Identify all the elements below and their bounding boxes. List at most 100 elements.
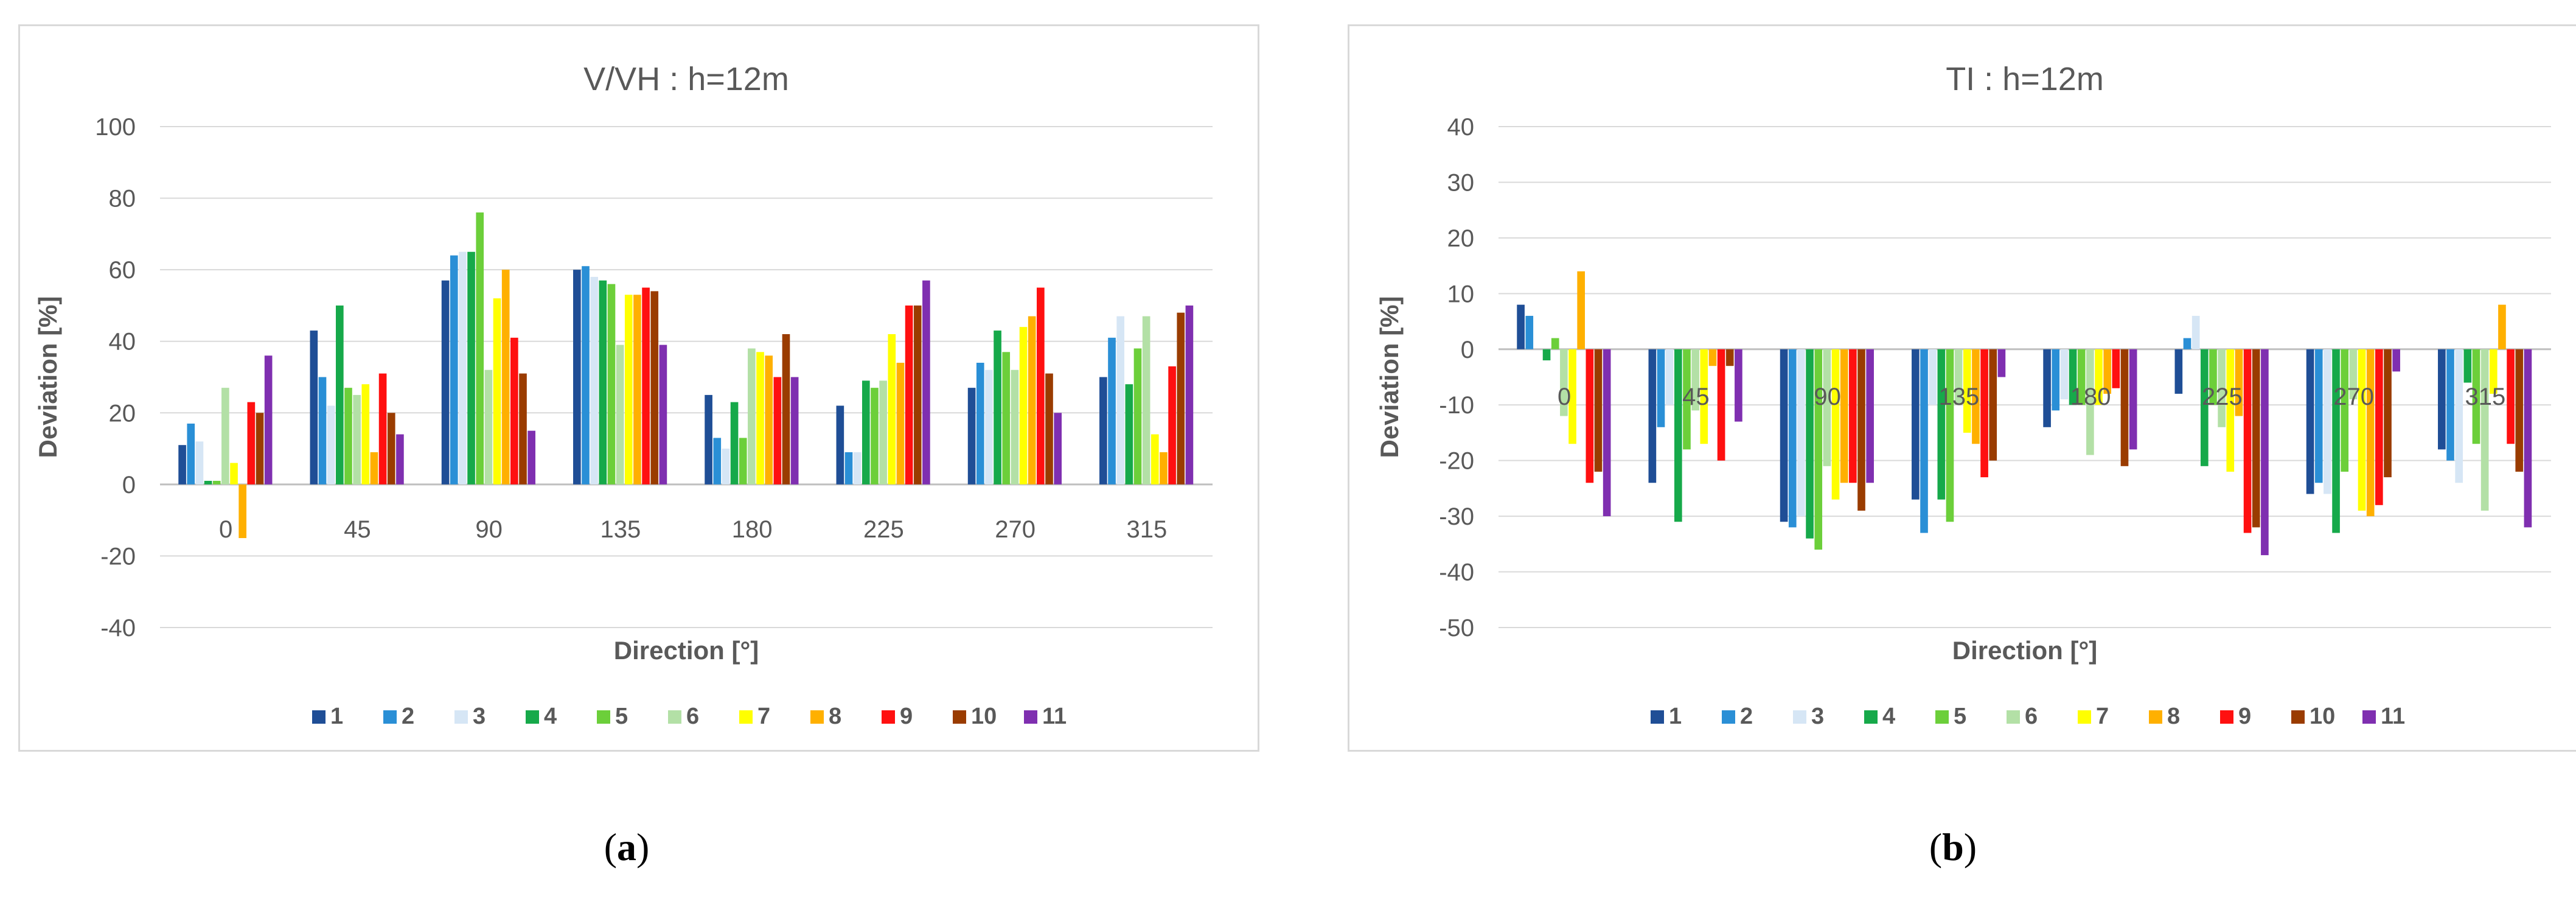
bar — [2174, 349, 2183, 394]
bar — [599, 280, 607, 484]
bar — [2507, 349, 2515, 444]
bar — [1954, 349, 1963, 405]
y-tick-label: -10 — [1439, 392, 1474, 419]
bar — [2341, 349, 2349, 472]
y-tick-label: 0 — [1461, 337, 1474, 363]
legend-label: 1 — [1669, 704, 1682, 729]
bar — [1657, 349, 1665, 427]
bar — [527, 430, 535, 484]
bar — [582, 266, 590, 484]
bar — [1780, 349, 1788, 522]
bar — [2069, 349, 2077, 405]
legend-swatch — [1935, 710, 1949, 724]
chart-panel-b: TI : h=12m -50 -40 -30 -20 -10 0 10 20 30 40 Deviat… — [1348, 24, 2576, 752]
bar — [1594, 349, 1603, 472]
legend-label: 11 — [2381, 704, 2405, 729]
bar — [2498, 304, 2506, 349]
bar — [722, 449, 730, 484]
bar — [1177, 312, 1185, 484]
bar — [739, 438, 747, 484]
bar — [2209, 349, 2217, 405]
chart-title: TI : h=12m — [1946, 61, 2104, 97]
bar — [985, 369, 993, 484]
bar — [853, 452, 862, 484]
legend-swatch — [2078, 710, 2091, 724]
legend-label: 9 — [2238, 704, 2251, 729]
bar — [1683, 349, 1691, 450]
bar — [2235, 349, 2243, 416]
bar — [1849, 349, 1857, 483]
bar — [1185, 305, 1194, 484]
y-tick-label: 40 — [109, 329, 136, 355]
legend-label: 3 — [473, 704, 486, 729]
bar — [590, 276, 598, 484]
bar — [247, 402, 256, 484]
y-tick-label: 40 — [1447, 114, 1475, 141]
bar — [2095, 349, 2103, 405]
bar — [212, 480, 221, 484]
x-tick-label: 180 — [732, 516, 773, 543]
legend-label: 4 — [1882, 704, 1895, 729]
legend-swatch — [1651, 710, 1664, 724]
bar — [1866, 349, 1874, 483]
bar — [344, 388, 352, 484]
bar — [327, 405, 335, 484]
bar — [773, 377, 782, 484]
bar — [467, 251, 475, 484]
bar — [905, 305, 913, 484]
bar — [976, 362, 984, 484]
bar — [2252, 349, 2260, 528]
bar — [1045, 373, 1053, 484]
bar — [862, 380, 870, 484]
bar — [318, 377, 327, 484]
bar — [2183, 338, 2191, 349]
bar — [844, 452, 853, 484]
bar — [2086, 349, 2094, 455]
x-tick-label: 315 — [2465, 383, 2506, 410]
bar — [748, 348, 756, 484]
y-axis-label: Deviation [%] — [33, 296, 62, 458]
bar — [1568, 349, 1576, 444]
bar — [353, 394, 361, 484]
legend-label: 10 — [971, 704, 997, 729]
legend-label: 9 — [900, 704, 913, 729]
y-tick-label: 60 — [109, 257, 136, 284]
legend-swatch — [454, 710, 468, 724]
bar — [256, 413, 264, 484]
bar — [1797, 349, 1805, 517]
bar — [1011, 369, 1019, 484]
bar — [2103, 349, 2112, 394]
bar — [836, 405, 844, 484]
bar — [756, 352, 764, 484]
bar — [624, 295, 633, 484]
legend-label: 5 — [1954, 704, 1966, 729]
bar — [650, 291, 659, 484]
bar — [1054, 413, 1062, 484]
bar — [2392, 349, 2400, 372]
y-tick-label: -40 — [1439, 559, 1474, 586]
bar — [922, 280, 930, 484]
bar — [2515, 349, 2524, 472]
caption-b: (b) — [1929, 825, 1977, 869]
legend-swatch — [2291, 710, 2305, 724]
bar — [1133, 348, 1142, 484]
chart-a: V/VH : h=12m-40-20020406080100Deviation … — [33, 61, 1213, 729]
legend-label: 1 — [330, 704, 343, 729]
bar — [1603, 349, 1611, 517]
y-tick-label: -50 — [1439, 615, 1474, 642]
x-tick-label: 90 — [1814, 383, 1841, 410]
bar — [1700, 349, 1708, 444]
bar — [888, 334, 896, 484]
x-tick-label: 45 — [344, 516, 371, 543]
legend-swatch — [597, 710, 610, 724]
x-tick-label: 135 — [1939, 383, 1980, 410]
bar — [1674, 349, 1682, 522]
legend-swatch — [882, 710, 895, 724]
bar — [2120, 349, 2129, 466]
bar — [1963, 349, 1971, 433]
y-tick-label: 10 — [1447, 281, 1475, 307]
legend-swatch — [1793, 710, 1806, 724]
bar — [264, 355, 273, 484]
x-tick-label: 180 — [2070, 383, 2111, 410]
bar — [459, 251, 467, 484]
